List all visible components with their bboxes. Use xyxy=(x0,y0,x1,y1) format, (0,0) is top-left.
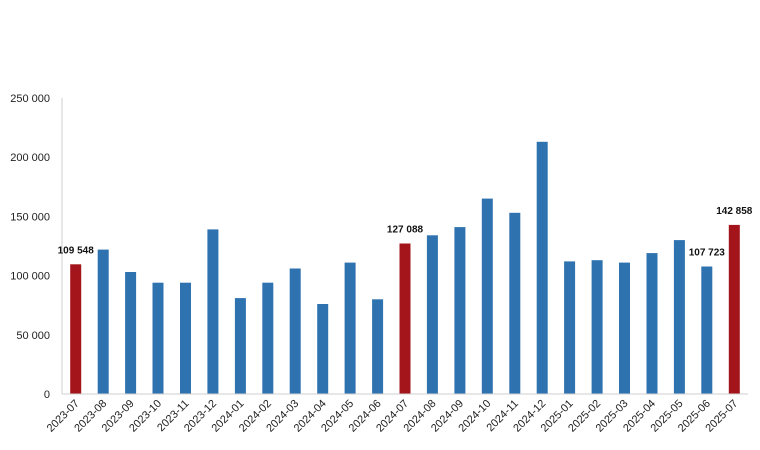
bar xyxy=(344,262,356,394)
bar xyxy=(673,240,685,394)
bar xyxy=(125,272,137,394)
bar xyxy=(454,227,466,394)
bar xyxy=(289,268,301,394)
bar xyxy=(372,299,384,394)
data-label: 107 723 xyxy=(689,248,726,259)
x-axis: 2023-072023-082023-092023-102023-112023-… xyxy=(45,393,748,435)
y-tick-label: 100 000 xyxy=(10,271,50,283)
bar xyxy=(180,282,191,394)
data-label: 109 548 xyxy=(58,245,95,256)
y-tick-label: 50 000 xyxy=(16,330,50,342)
y-tick-label: 150 000 xyxy=(10,211,50,223)
bar xyxy=(701,266,713,394)
bar xyxy=(728,224,740,394)
data-label: 142 858 xyxy=(716,206,753,217)
bar xyxy=(262,282,274,394)
bars xyxy=(70,141,740,394)
data-labels: 109 548 127 088 107 723 142 858 xyxy=(58,206,753,259)
bar xyxy=(70,264,82,394)
bar xyxy=(646,253,658,394)
data-label: 127 088 xyxy=(387,225,424,236)
bar xyxy=(509,212,521,394)
bar xyxy=(619,262,630,394)
y-tick-label: 200 000 xyxy=(10,152,50,164)
y-tick-label: 250 000 xyxy=(10,93,50,105)
y-axis: 0 50 000 100 000 150 000 200 000 250 000 xyxy=(10,93,63,401)
bar xyxy=(426,235,438,394)
bar xyxy=(207,229,219,394)
bar xyxy=(317,304,329,394)
bar xyxy=(481,198,493,394)
bar xyxy=(591,260,603,394)
y-tick-label: 0 xyxy=(44,389,50,401)
bar xyxy=(97,249,109,394)
bar xyxy=(564,261,576,394)
bar xyxy=(399,243,411,394)
bar xyxy=(536,141,548,394)
bar xyxy=(234,298,246,394)
bar xyxy=(152,282,164,394)
